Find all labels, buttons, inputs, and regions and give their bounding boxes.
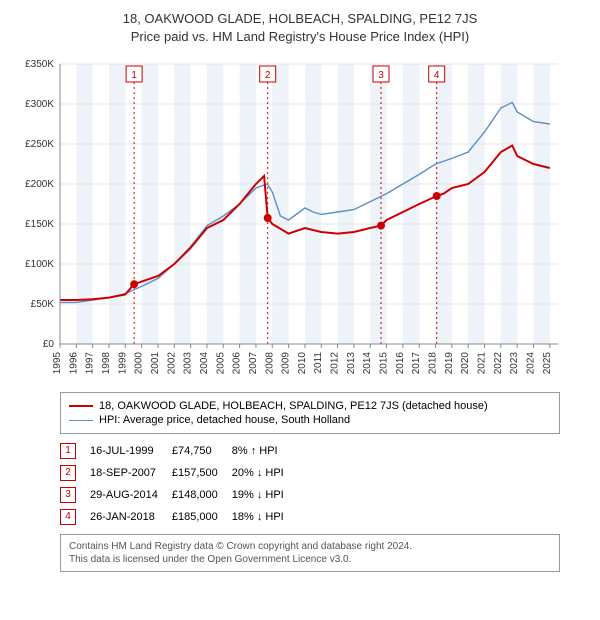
x-tick-label: 2008 xyxy=(264,352,275,375)
x-tick-label: 2011 xyxy=(313,352,324,374)
y-tick-label: £150K xyxy=(25,219,54,230)
sale-marker-number: 2 xyxy=(265,70,271,81)
sale-dot xyxy=(377,222,385,230)
x-tick-label: 1995 xyxy=(52,352,63,375)
table-row: 4 26-JAN-2018£185,00018% ↓ HPI xyxy=(60,506,298,528)
x-tick-label: 2013 xyxy=(346,352,357,375)
x-tick-label: 1999 xyxy=(117,352,128,375)
x-tick-label: 2004 xyxy=(199,352,210,375)
year-band xyxy=(534,64,550,344)
sale-dot xyxy=(130,281,138,289)
legend-box: 18, OAKWOOD GLADE, HOLBEACH, SPALDING, P… xyxy=(60,392,560,434)
legend-row: HPI: Average price, detached house, Sout… xyxy=(69,413,551,427)
x-tick-label: 2005 xyxy=(215,352,226,375)
sale-price: £148,000 xyxy=(172,484,232,506)
x-tick-label: 2024 xyxy=(526,352,537,375)
x-tick-label: 2020 xyxy=(460,352,471,375)
footer-line-2: This data is licensed under the Open Gov… xyxy=(69,553,551,566)
x-tick-label: 2016 xyxy=(395,352,406,375)
sale-marker-ref: 2 xyxy=(60,465,76,481)
x-tick-label: 2006 xyxy=(232,352,243,375)
sale-delta: 18% ↓ HPI xyxy=(232,506,298,528)
sale-price: £74,750 xyxy=(172,440,232,462)
sale-delta: 8% ↑ HPI xyxy=(232,440,298,462)
x-tick-label: 2002 xyxy=(166,352,177,375)
table-row: 2 18-SEP-2007£157,50020% ↓ HPI xyxy=(60,462,298,484)
x-tick-label: 2012 xyxy=(330,352,341,375)
y-tick-label: £350K xyxy=(25,59,54,70)
year-band xyxy=(468,64,484,344)
y-tick-label: £250K xyxy=(25,139,54,150)
sale-delta: 20% ↓ HPI xyxy=(232,462,298,484)
x-tick-label: 1996 xyxy=(68,352,79,375)
sales-table: 1 16-JUL-1999£74,7508% ↑ HPI 2 18-SEP-2007£… xyxy=(60,440,298,528)
sale-marker-ref: 4 xyxy=(60,509,76,525)
y-tick-label: £50K xyxy=(31,299,55,310)
x-tick-label: 2000 xyxy=(134,352,145,375)
sale-date: 26-JAN-2018 xyxy=(90,506,172,528)
year-band xyxy=(207,64,223,344)
legend-label: HPI: Average price, detached house, Sout… xyxy=(99,414,350,426)
sale-price: £185,000 xyxy=(172,506,232,528)
x-tick-label: 2021 xyxy=(477,352,488,375)
x-tick-label: 2014 xyxy=(362,352,373,375)
x-tick-label: 1998 xyxy=(101,352,112,375)
y-tick-label: £200K xyxy=(25,179,54,190)
sale-marker-number: 1 xyxy=(131,70,137,81)
sale-date: 16-JUL-1999 xyxy=(90,440,172,462)
footer-attribution: Contains HM Land Registry data © Crown c… xyxy=(60,534,560,572)
footer-line-1: Contains HM Land Registry data © Crown c… xyxy=(69,540,551,553)
x-tick-label: 2017 xyxy=(411,352,422,375)
year-band xyxy=(436,64,452,344)
year-band xyxy=(305,64,321,344)
year-band xyxy=(272,64,288,344)
price-chart: 1 2 3 4 £0 £50K £100K £150K £200K £250K £300K £350K… xyxy=(10,54,570,384)
sale-marker-ref: 3 xyxy=(60,487,76,503)
year-band xyxy=(109,64,125,344)
x-tick-label: 2001 xyxy=(150,352,161,375)
chart-title-block: 18, OAKWOOD GLADE, HOLBEACH, SPALDING, P… xyxy=(10,10,590,46)
year-band xyxy=(403,64,419,344)
sale-dot xyxy=(264,214,272,222)
year-band xyxy=(142,64,158,344)
title-line-1: 18, OAKWOOD GLADE, HOLBEACH, SPALDING, P… xyxy=(10,10,590,28)
x-tick-label: 2009 xyxy=(281,352,292,375)
x-tick-label: 2003 xyxy=(183,352,194,375)
year-band xyxy=(338,64,354,344)
year-band xyxy=(240,64,256,344)
sale-marker-ref: 1 xyxy=(60,443,76,459)
year-band xyxy=(174,64,190,344)
sale-date: 18-SEP-2007 xyxy=(90,462,172,484)
y-tick-label: £100K xyxy=(25,259,54,270)
y-tick-label: £300K xyxy=(25,99,54,110)
year-band xyxy=(370,64,386,344)
legend-row: 18, OAKWOOD GLADE, HOLBEACH, SPALDING, P… xyxy=(69,399,551,413)
x-tick-label: 2023 xyxy=(509,352,520,375)
y-tick-label: £0 xyxy=(43,339,55,350)
sale-marker-number: 3 xyxy=(378,70,384,81)
sale-date: 29-AUG-2014 xyxy=(90,484,172,506)
sale-delta: 19% ↓ HPI xyxy=(232,484,298,506)
legend-label: 18, OAKWOOD GLADE, HOLBEACH, SPALDING, P… xyxy=(99,400,488,412)
sale-price: £157,500 xyxy=(172,462,232,484)
chart-container: 1 2 3 4 £0 £50K £100K £150K £200K £250K £300K £350K… xyxy=(10,54,590,384)
legend-swatch xyxy=(69,420,93,421)
title-line-2: Price paid vs. HM Land Registry's House … xyxy=(10,28,590,46)
sale-marker-number: 4 xyxy=(434,70,440,81)
x-tick-label: 2015 xyxy=(379,352,390,375)
legend-swatch xyxy=(69,405,93,407)
x-tick-label: 1997 xyxy=(85,352,96,375)
sale-dot xyxy=(433,192,441,200)
table-row: 1 16-JUL-1999£74,7508% ↑ HPI xyxy=(60,440,298,462)
x-tick-label: 2018 xyxy=(428,352,439,375)
x-tick-label: 2019 xyxy=(444,352,455,375)
table-row: 3 29-AUG-2014£148,00019% ↓ HPI xyxy=(60,484,298,506)
x-tick-label: 2025 xyxy=(542,352,553,375)
x-tick-label: 2022 xyxy=(493,352,504,375)
x-tick-label: 2007 xyxy=(248,352,259,375)
x-tick-label: 2010 xyxy=(297,352,308,375)
